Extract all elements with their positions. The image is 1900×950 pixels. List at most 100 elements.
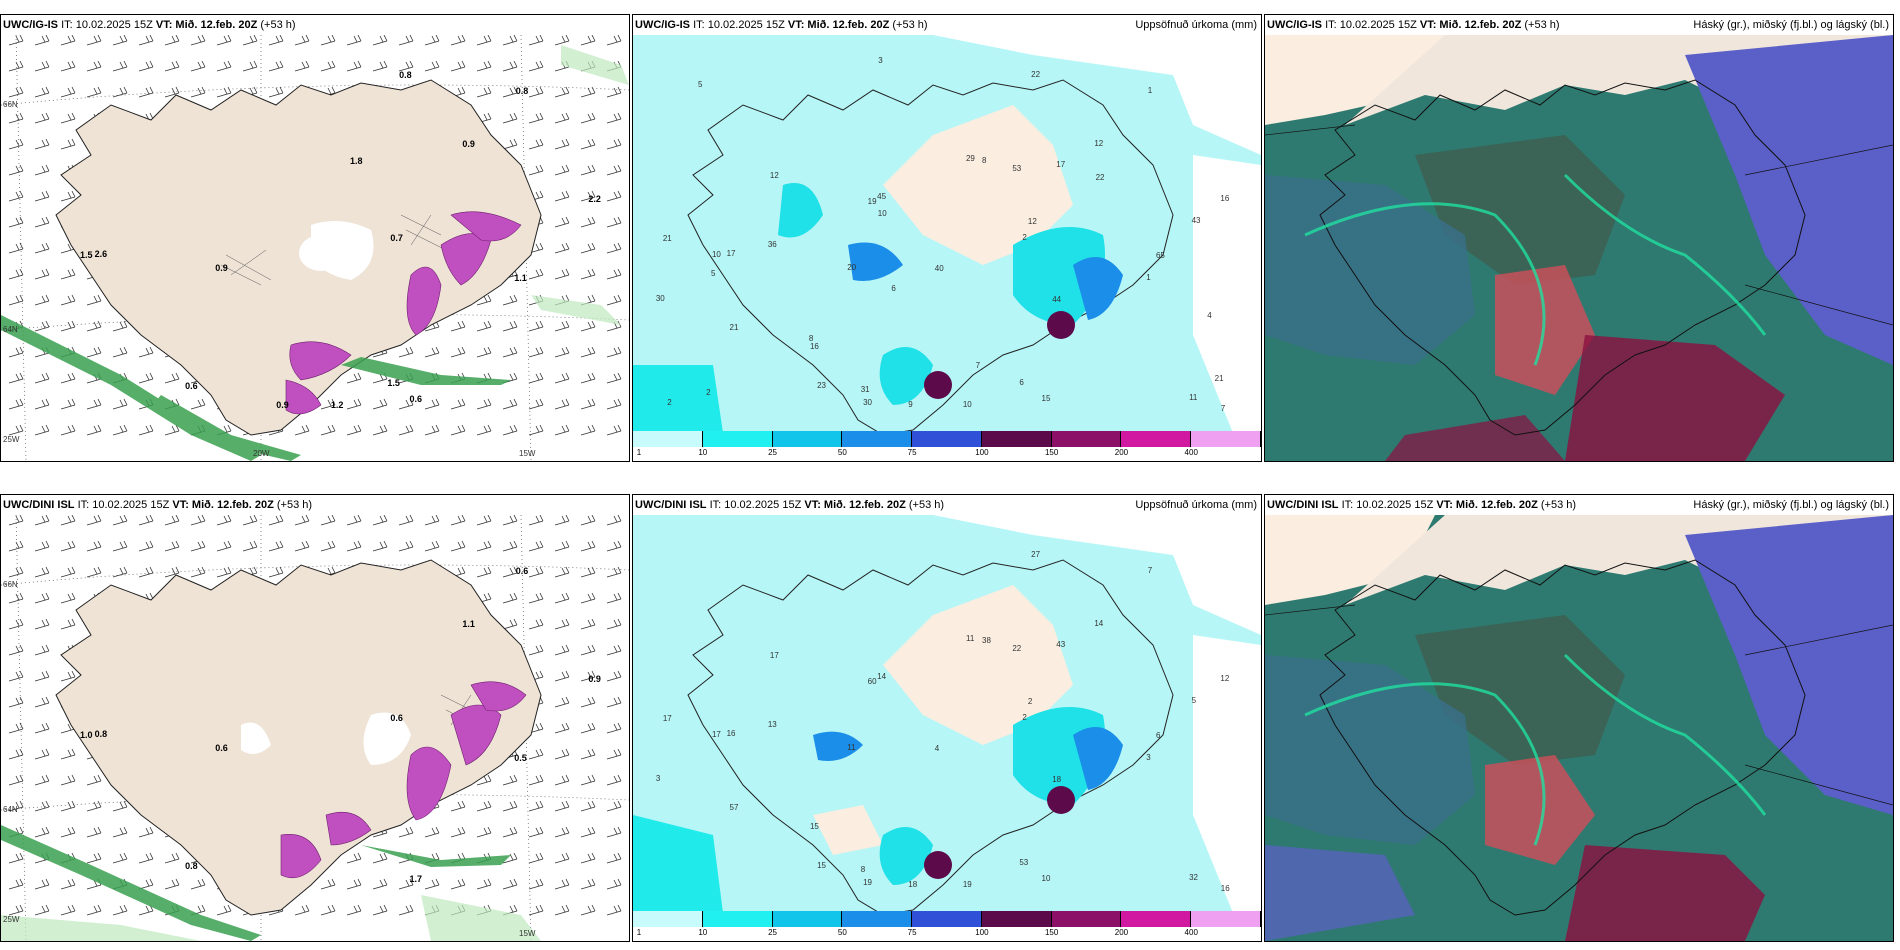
colorbar-swatch (981, 911, 1052, 927)
precip-value-label: 7 (975, 360, 981, 370)
precip-value-label: 14 (877, 672, 887, 682)
colorbar-label: 400 (1184, 928, 1198, 937)
precip-value-label: 30 (863, 398, 872, 408)
precip-colorbar: 1 10 25 50 75 100 150 200 400 (633, 911, 1261, 941)
precip-value-label: 9 (908, 400, 913, 410)
colorbar-swatch (702, 911, 773, 927)
colorbar-label: 100 (975, 448, 989, 457)
wind-value-label: 1.5 (387, 377, 400, 388)
colorbar-label: 50 (837, 928, 847, 937)
precip-value-label: 57 (729, 803, 739, 813)
colorbar-swatch (1121, 431, 1192, 447)
colorbar-label: 1 (636, 448, 642, 457)
precip-value-label: 43 (1056, 640, 1066, 650)
precip-value-label: 12 (769, 171, 779, 181)
wind-value-label: 2.2 (588, 194, 601, 205)
wind-value-label: 0.5 (514, 753, 527, 764)
precip-value-label: 23 (817, 381, 827, 391)
precip-value-label: 19 (962, 879, 972, 889)
colorbar-label: 200 (1114, 448, 1129, 457)
precip-value-label: 2 (1027, 696, 1033, 706)
precip-value-label: 60 (867, 677, 877, 687)
precip-value-label: 65 (1155, 250, 1165, 260)
precip-value-label: 15 (817, 861, 827, 871)
precip-value-label: 16 (809, 341, 819, 351)
colorbar-label: 400 (1184, 448, 1198, 457)
precip-value-label: 16 (1220, 883, 1230, 893)
wind-map: 66N 64N 25W 20W 15W 0.7 1.1 0.8 1.5 2.6 2.2 0.… (1, 35, 629, 461)
wind-value-label: 1.2 (330, 399, 344, 410)
precip-value-label: 3 (1146, 753, 1151, 763)
lat-label: 66N (3, 580, 18, 589)
wind-value-label: 0.8 (185, 861, 198, 872)
precip-value-label: 18 (1052, 774, 1062, 784)
precip-value-label: 21 (662, 234, 672, 244)
precip-value-label: 8 (808, 334, 814, 344)
cloud-map-panel-row2: UWC/DINI ISL IT: 10.02.2025 15Z VT: Mið.… (1264, 494, 1894, 942)
precip-value-label: 32 (1189, 872, 1198, 882)
precip-value-label: 11 (1189, 392, 1198, 402)
wind-value-label: 1.5 (79, 250, 93, 261)
precip-value-label: 7 (1147, 566, 1153, 576)
wind-value-label: 1.1 (462, 618, 475, 629)
precip-value-label: 19 (863, 878, 872, 888)
precip-value-label: 5 (710, 268, 716, 278)
colorbar-label: 10 (698, 448, 708, 457)
panel-title: UWC/DINI ISL IT: 10.02.2025 15Z VT: Mið.… (1265, 495, 1893, 515)
colorbar-swatch (842, 431, 913, 447)
precip-value-label: 6 (1155, 730, 1161, 740)
colorbar-label: 200 (1114, 928, 1129, 937)
precip-value-label: 5 (1191, 695, 1197, 705)
wind-value-label: 1.8 (350, 155, 363, 166)
wind-value-label: 1.1 (514, 273, 527, 284)
colorbar-swatch (912, 911, 982, 927)
precip-value-label: 17 (711, 730, 721, 740)
precip-value-label: 10 (1041, 873, 1051, 883)
precip-value-label: 15 (1041, 393, 1051, 403)
colorbar-label: 150 (1044, 928, 1059, 937)
precip-map: 2 1 1 10 17 16 20 23 12 15 22 10 9 8 6 7 30 45 53 19 21 17 11 1… (633, 35, 1261, 433)
precip-value-label: 19 (867, 197, 877, 207)
colorbar-swatch (702, 431, 773, 447)
colorbar-label: 25 (768, 928, 777, 937)
colorbar-label: 75 (907, 928, 917, 937)
precip-value-label: 43 (1191, 215, 1201, 225)
precip-value-label: 15 (809, 821, 819, 831)
colorbar-label: 25 (768, 448, 777, 457)
colorbar-swatch (1051, 911, 1122, 927)
colorbar-label: 10 (698, 928, 708, 937)
colorbar-label: 1 (636, 928, 642, 937)
precip-value-label: 11 (847, 743, 856, 753)
wind-value-label: 0.6 (390, 713, 403, 724)
precip-value-label: 4 (934, 743, 940, 753)
colorbar-swatch (772, 431, 843, 447)
precip-value-label: 8 (982, 155, 987, 165)
wind-value-label: 0.7 (390, 233, 403, 244)
wind-value-label: 2.6 (94, 248, 108, 259)
precip-value-label: 8 (860, 864, 866, 874)
precip-value-label: 2 (667, 397, 672, 407)
lat-label: 66N (3, 100, 18, 109)
cloud-map-panel-row1: UWC/IG-IS IT: 10.02.2025 15Z VT: Mið. 12… (1264, 14, 1894, 462)
panel-title: UWC/IG-IS IT: 10.02.2025 15Z VT: Mið. 12… (1, 15, 629, 35)
precip-map-panel-row2: UWC/DINI ISL IT: 10.02.2025 15Z VT: Mið.… (632, 494, 1262, 942)
cloud-map (1265, 515, 1893, 941)
wind-value-label: 0.8 (515, 86, 529, 97)
wind-value-label: 1.0 (79, 730, 93, 741)
precip-value-label: 12 (1094, 138, 1104, 148)
wind-value-label: 0.9 (588, 674, 601, 685)
colorbar-swatch (1051, 431, 1122, 447)
precip-value-label: 18 (908, 880, 918, 890)
precip-value-label: 17 (769, 651, 779, 661)
precip-value-label: 31 (860, 384, 870, 394)
panel-title: UWC/IG-IS IT: 10.02.2025 15Z VT: Mið. 12… (1265, 15, 1893, 35)
precip-value-label: 7 (1220, 403, 1226, 413)
precip-value-label: 22 (1095, 172, 1105, 182)
panel-title: UWC/DINI ISL IT: 10.02.2025 15Z VT: Mið.… (633, 495, 1261, 515)
colorbar-label: 75 (907, 448, 917, 457)
field-label: Háský (gr.), miðský (fj.bl.) og lágský (… (1693, 19, 1889, 31)
precip-value-label: 53 (1012, 163, 1022, 173)
precip-value-label: 44 (1052, 294, 1062, 304)
colorbar-swatch (1121, 911, 1192, 927)
precip-value-label: 4 (1207, 310, 1212, 320)
